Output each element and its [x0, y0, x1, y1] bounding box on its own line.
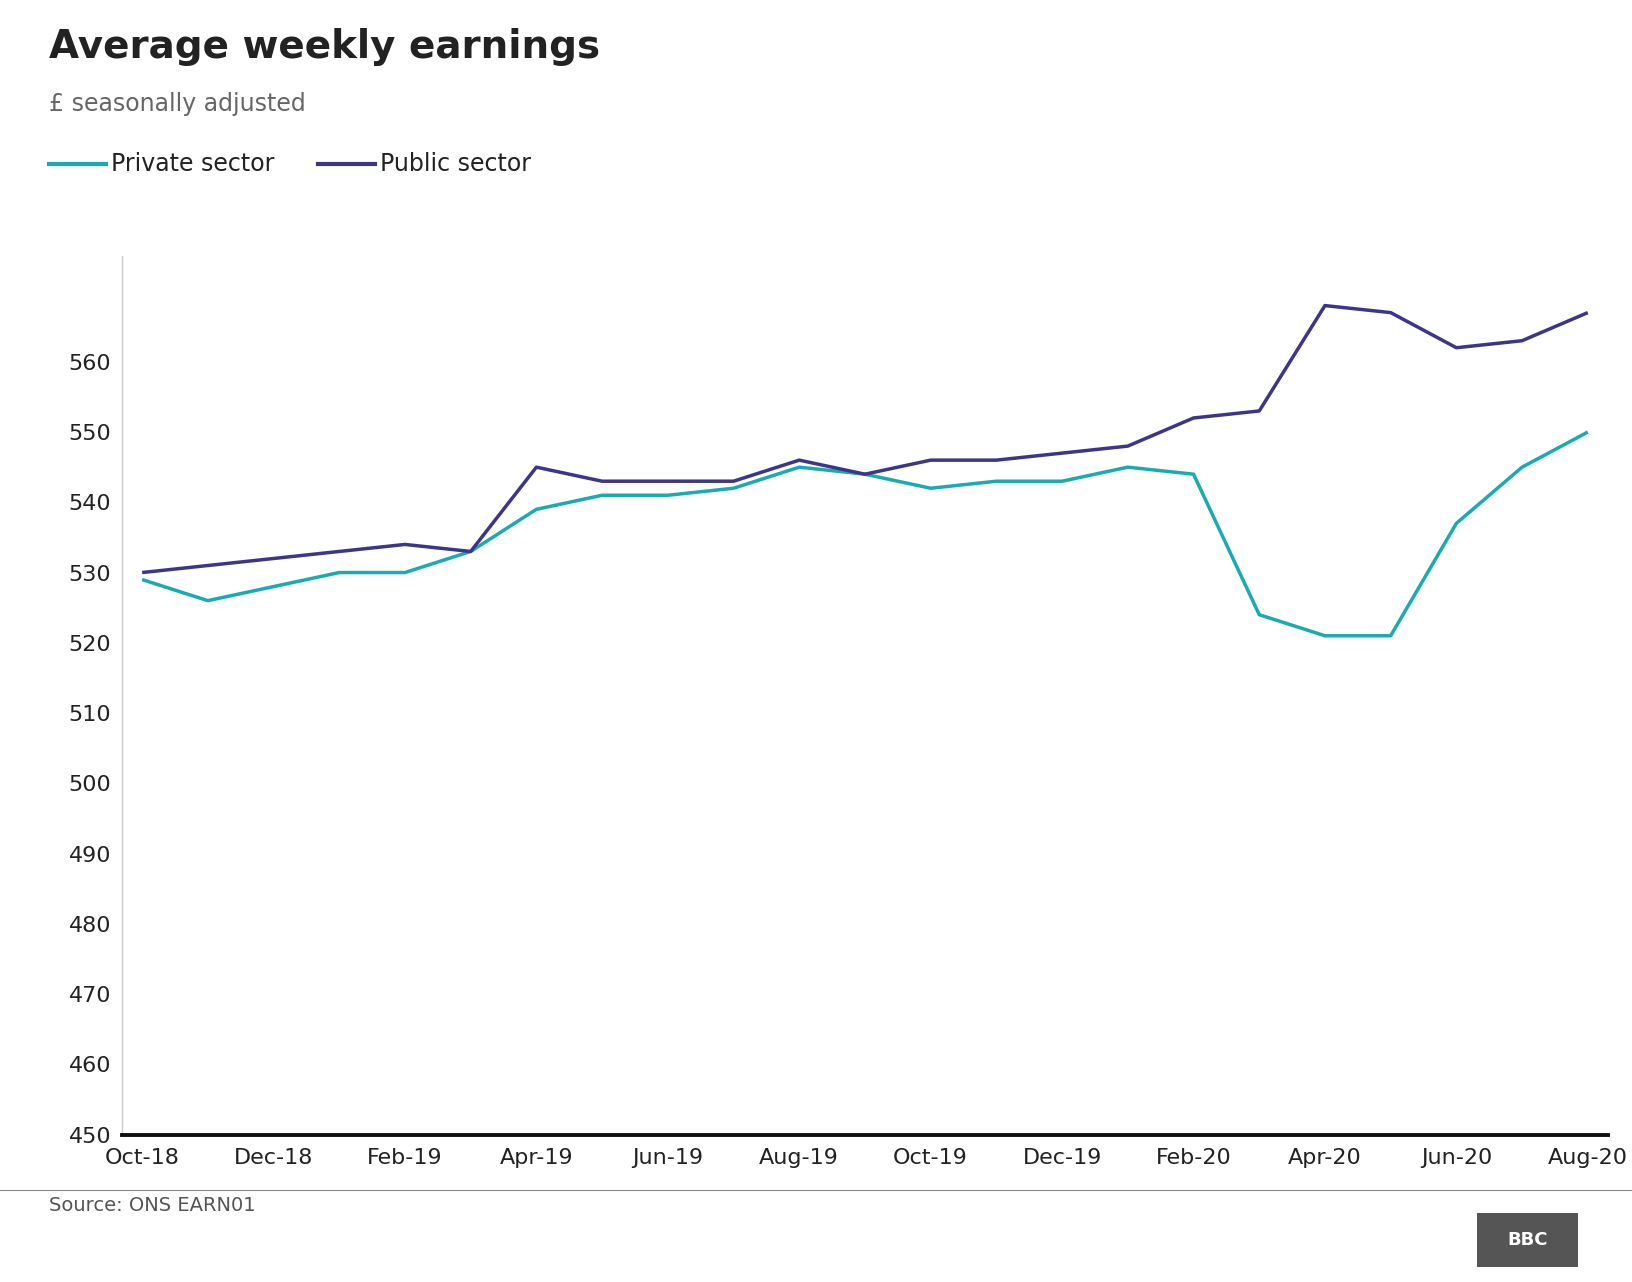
Text: £ seasonally adjusted: £ seasonally adjusted: [49, 92, 305, 117]
Text: Average weekly earnings: Average weekly earnings: [49, 28, 601, 67]
Text: Public sector: Public sector: [380, 153, 532, 176]
Text: Source: ONS EARN01: Source: ONS EARN01: [49, 1196, 256, 1215]
Text: BBC: BBC: [1508, 1231, 1547, 1249]
Text: Private sector: Private sector: [111, 153, 274, 176]
